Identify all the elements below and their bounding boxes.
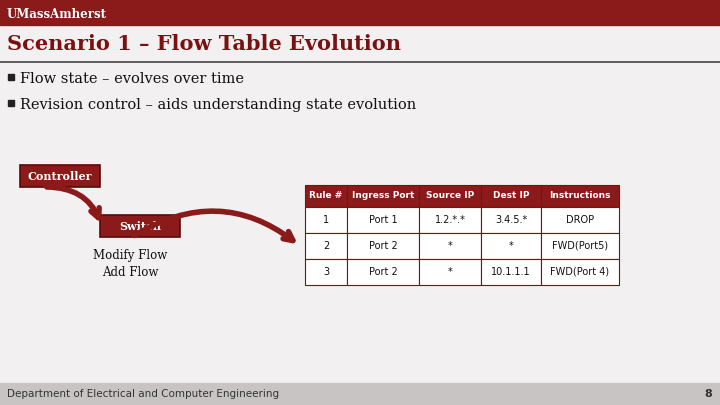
FancyBboxPatch shape xyxy=(100,215,180,237)
Bar xyxy=(541,185,619,207)
Text: Port 1: Port 1 xyxy=(369,215,397,225)
Text: Switch: Switch xyxy=(119,220,161,232)
Bar xyxy=(8,100,14,106)
Bar xyxy=(481,233,541,259)
Bar xyxy=(0,383,720,405)
Text: Port 2: Port 2 xyxy=(369,267,397,277)
Text: 10.1.1.1: 10.1.1.1 xyxy=(491,267,531,277)
Bar xyxy=(481,207,541,233)
Bar xyxy=(419,185,481,207)
Text: Department of Electrical and Computer Engineering: Department of Electrical and Computer En… xyxy=(7,389,279,399)
Bar xyxy=(419,233,481,259)
Text: 2: 2 xyxy=(323,241,329,251)
Text: *: * xyxy=(508,241,513,251)
Text: UMassAmherst: UMassAmherst xyxy=(7,8,107,21)
Text: *: * xyxy=(448,267,452,277)
FancyBboxPatch shape xyxy=(20,165,100,187)
Bar xyxy=(541,259,619,285)
Bar xyxy=(541,233,619,259)
Text: DROP: DROP xyxy=(566,215,594,225)
Bar xyxy=(8,74,14,80)
Text: Instructions: Instructions xyxy=(549,192,611,200)
Bar xyxy=(481,259,541,285)
Text: 1.2.*.*: 1.2.*.* xyxy=(435,215,465,225)
Text: *: * xyxy=(448,241,452,251)
Text: Port 2: Port 2 xyxy=(369,241,397,251)
Bar xyxy=(419,259,481,285)
Bar xyxy=(347,207,419,233)
Text: FWD(Port5): FWD(Port5) xyxy=(552,241,608,251)
Bar xyxy=(419,207,481,233)
Bar xyxy=(305,259,347,285)
Bar xyxy=(347,259,419,285)
Bar xyxy=(305,207,347,233)
Bar xyxy=(541,207,619,233)
Bar xyxy=(305,233,347,259)
Text: 3: 3 xyxy=(323,267,329,277)
Text: Source IP: Source IP xyxy=(426,192,474,200)
Bar xyxy=(347,185,419,207)
Text: Revision control – aids understanding state evolution: Revision control – aids understanding st… xyxy=(20,98,416,112)
Text: Controller: Controller xyxy=(28,171,92,181)
Text: 8: 8 xyxy=(704,389,712,399)
Bar xyxy=(481,185,541,207)
Text: Rule #: Rule # xyxy=(310,192,343,200)
Text: 3.4.5.*: 3.4.5.* xyxy=(495,215,527,225)
Bar xyxy=(0,0,720,25)
Bar xyxy=(305,185,347,207)
Text: Dest IP: Dest IP xyxy=(492,192,529,200)
Text: 1: 1 xyxy=(323,215,329,225)
Text: Ingress Port: Ingress Port xyxy=(352,192,414,200)
Text: Flow state – evolves over time: Flow state – evolves over time xyxy=(20,72,244,86)
Text: Scenario 1 – Flow Table Evolution: Scenario 1 – Flow Table Evolution xyxy=(7,34,401,54)
Text: Add Flow: Add Flow xyxy=(102,266,158,279)
Text: Modify Flow: Modify Flow xyxy=(93,249,167,262)
Text: FWD(Port 4): FWD(Port 4) xyxy=(550,267,610,277)
Bar xyxy=(347,233,419,259)
